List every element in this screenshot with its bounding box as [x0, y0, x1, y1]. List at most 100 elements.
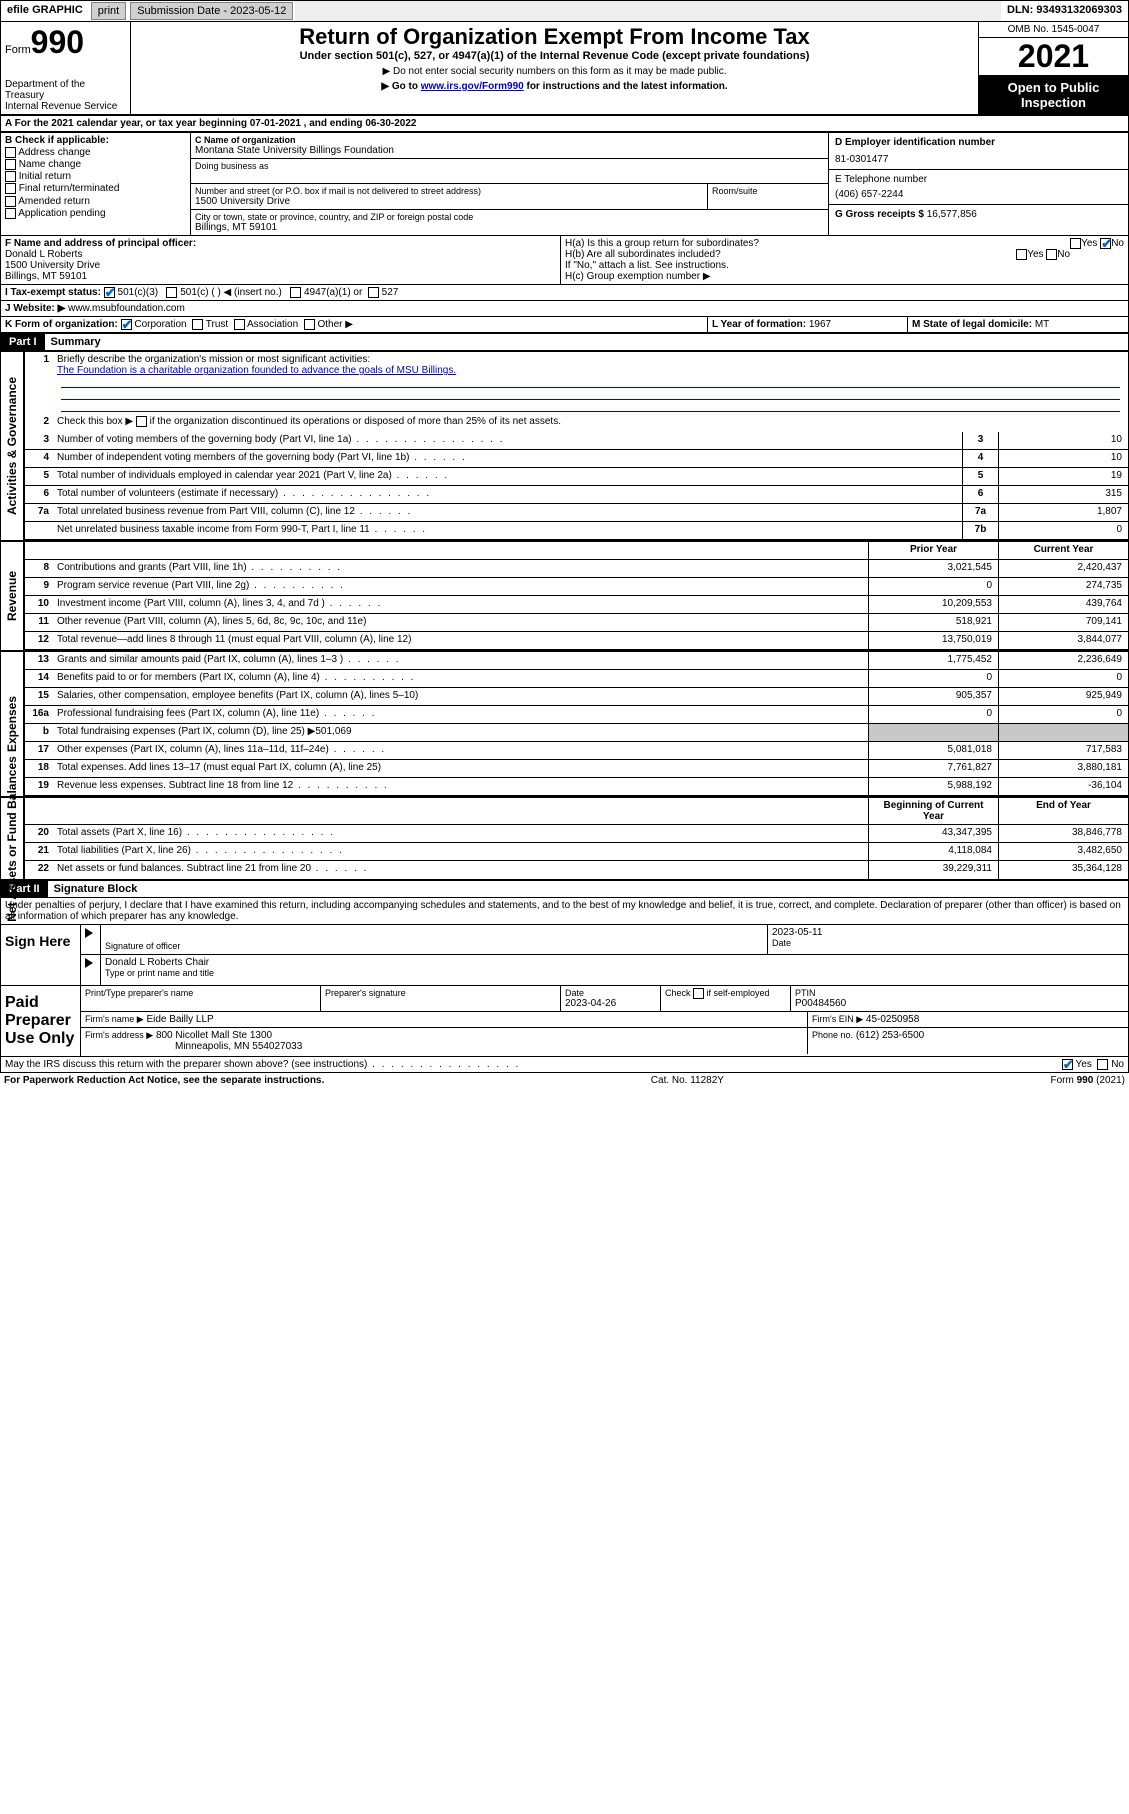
city-label: City or town, state or province, country… — [195, 212, 824, 222]
l2-checkbox[interactable] — [136, 416, 147, 427]
4947-label: 4947(a)(1) or — [304, 287, 362, 298]
mission-text[interactable]: The Foundation is a charitable organizat… — [57, 365, 456, 376]
prep-date-hdr: Date — [565, 988, 656, 998]
final-return-checkbox[interactable] — [5, 183, 16, 194]
hb-yes: Yes — [1027, 249, 1043, 260]
line-fh: F Name and address of principal officer:… — [0, 236, 1129, 285]
side-activities: Activities & Governance — [5, 377, 19, 515]
p10: 10,209,553 — [868, 596, 998, 613]
l10-label: Investment income (Part VIII, column (A)… — [57, 598, 325, 609]
ein-label: D Employer identification number — [835, 137, 1122, 148]
box-deg: D Employer identification number 81-0301… — [828, 133, 1128, 235]
app-pending-label: Application pending — [18, 208, 105, 219]
print-button[interactable]: print — [91, 2, 126, 20]
c11: 709,141 — [998, 614, 1128, 631]
name-change-checkbox[interactable] — [5, 159, 16, 170]
side-net-assets: Net Assets or Fund Balances — [5, 756, 19, 922]
penalties-text: Under penalties of perjury, I declare th… — [0, 898, 1129, 924]
part2-bar: Part II Signature Block — [0, 880, 1129, 898]
instructions-link[interactable]: www.irs.gov/Form990 — [421, 81, 524, 92]
other-checkbox[interactable] — [304, 319, 315, 330]
addr-change-checkbox[interactable] — [5, 147, 16, 158]
p8: 3,021,545 — [868, 560, 998, 577]
discuss-row: May the IRS discuss this return with the… — [0, 1057, 1129, 1073]
line-i: I Tax-exempt status: 501(c)(3) 501(c) ( … — [0, 285, 1129, 301]
phone-label: E Telephone number — [835, 174, 1122, 185]
v5: 19 — [998, 468, 1128, 485]
v7b: 0 — [998, 522, 1128, 539]
open-public-badge: Open to Public Inspection — [979, 76, 1128, 114]
assoc-label: Association — [247, 319, 298, 330]
l3-label: Number of voting members of the governin… — [57, 434, 352, 445]
submission-date-button[interactable]: Submission Date - 2023-05-12 — [130, 2, 293, 20]
app-pending-checkbox[interactable] — [5, 208, 16, 219]
501c-checkbox[interactable] — [166, 287, 177, 298]
l2-label: Check this box ▶ if the organization dis… — [57, 416, 561, 427]
c17: 717,583 — [998, 742, 1128, 759]
amended-checkbox[interactable] — [5, 196, 16, 207]
hb-yes-checkbox[interactable] — [1016, 249, 1027, 260]
dba-value — [195, 171, 824, 181]
hb-no: No — [1057, 249, 1070, 260]
hb-no-checkbox[interactable] — [1046, 249, 1057, 260]
hdr-prior: Prior Year — [868, 542, 998, 559]
4947-checkbox[interactable] — [290, 287, 301, 298]
firm-ein: 45-0250958 — [866, 1014, 919, 1025]
formation-year: 1967 — [809, 319, 831, 330]
topbar-spacer — [295, 1, 1001, 21]
p11: 518,921 — [868, 614, 998, 631]
p17: 5,081,018 — [868, 742, 998, 759]
l22-label: Net assets or fund balances. Subtract li… — [57, 863, 311, 874]
527-checkbox[interactable] — [368, 287, 379, 298]
section-activities: Activities & Governance 1 Briefly descri… — [0, 351, 1129, 540]
other-label: Other ▶ — [317, 319, 352, 330]
initial-return-checkbox[interactable] — [5, 171, 16, 182]
corp-checkbox[interactable] — [121, 319, 132, 330]
hdr-beg: Beginning of Current Year — [868, 798, 998, 824]
l17-label: Other expenses (Part IX, column (A), lin… — [57, 744, 329, 755]
l15-label: Salaries, other compensation, employee b… — [57, 690, 418, 701]
officer-addr2: Billings, MT 59101 — [5, 271, 556, 282]
trust-checkbox[interactable] — [192, 319, 203, 330]
501c3-checkbox[interactable] — [104, 287, 115, 298]
footer-mid: Cat. No. 11282Y — [651, 1075, 724, 1086]
arrow-icon-2 — [85, 958, 93, 968]
501c-label: 501(c) ( ) ◀ (insert no.) — [180, 287, 282, 298]
501c3-label: 501(c)(3) — [118, 287, 159, 298]
l6-label: Total number of volunteers (estimate if … — [57, 488, 278, 499]
discuss-yes-checkbox[interactable] — [1062, 1059, 1073, 1070]
firm-phone-label: Phone no. — [812, 1030, 853, 1040]
c9: 274,735 — [998, 578, 1128, 595]
c18: 3,880,181 — [998, 760, 1128, 777]
form-title: Return of Organization Exempt From Incom… — [135, 24, 974, 50]
form-sub1: Under section 501(c), 527, or 4947(a)(1)… — [135, 50, 974, 62]
gross-value: 16,577,856 — [927, 209, 977, 220]
p14: 0 — [868, 670, 998, 687]
tax-year: 2021 — [979, 38, 1128, 76]
c16b-shade — [998, 724, 1128, 741]
assoc-checkbox[interactable] — [234, 319, 245, 330]
l8-label: Contributions and grants (Part VIII, lin… — [57, 562, 247, 573]
name-change-label: Name change — [19, 159, 81, 170]
ha-no-checkbox[interactable] — [1100, 238, 1111, 249]
ptin-hdr: PTIN — [795, 988, 1124, 998]
c14: 0 — [998, 670, 1128, 687]
v7a: 1,807 — [998, 504, 1128, 521]
part1-bar: Part I Summary — [0, 333, 1129, 351]
v6: 315 — [998, 486, 1128, 503]
c12: 3,844,077 — [998, 632, 1128, 649]
l18-label: Total expenses. Add lines 13–17 (must eq… — [57, 762, 381, 773]
p21: 4,118,084 — [868, 843, 998, 860]
p13: 1,775,452 — [868, 652, 998, 669]
firm-name-label: Firm's name ▶ — [85, 1014, 144, 1024]
m-label: M State of legal domicile: — [912, 319, 1032, 330]
officer-name: Donald L Roberts — [5, 249, 556, 260]
side-expenses: Expenses — [5, 696, 19, 752]
discuss-no-checkbox[interactable] — [1097, 1059, 1108, 1070]
self-emp-checkbox[interactable] — [693, 988, 704, 999]
phone-value: (406) 657-2244 — [835, 189, 1122, 200]
addr-change-label: Address change — [18, 147, 90, 158]
c15: 925,949 — [998, 688, 1128, 705]
street-label: Number and street (or P.O. box if mail i… — [195, 186, 703, 196]
ha-yes-checkbox[interactable] — [1070, 238, 1081, 249]
